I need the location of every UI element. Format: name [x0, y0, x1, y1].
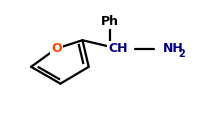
Text: 2: 2	[179, 50, 185, 59]
Text: NH: NH	[163, 42, 184, 55]
Text: Ph: Ph	[101, 15, 119, 28]
Text: CH: CH	[108, 42, 128, 55]
Text: O: O	[51, 42, 62, 55]
